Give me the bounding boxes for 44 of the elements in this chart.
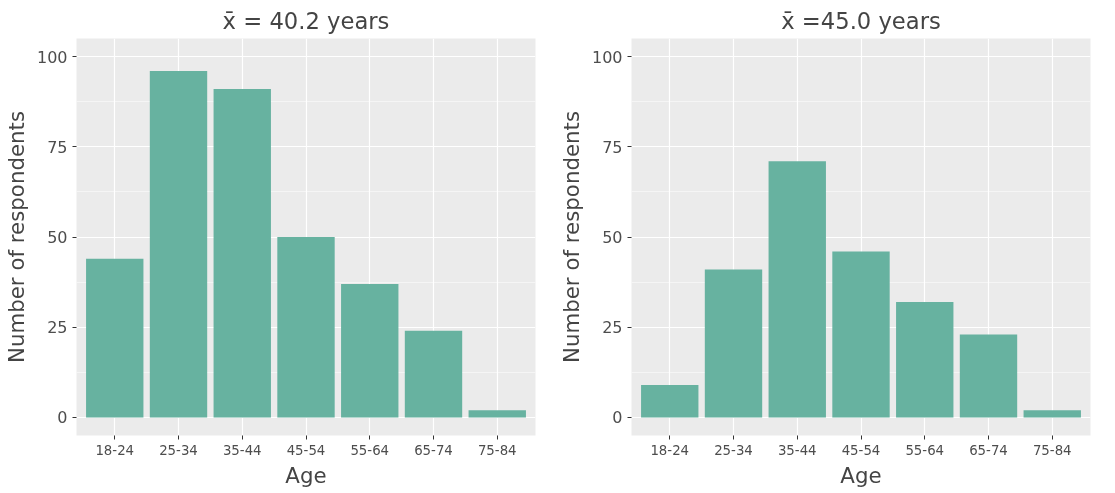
x-tick-label: 45-54 bbox=[841, 442, 881, 458]
bar bbox=[896, 301, 954, 418]
y-tick-label: 100 bbox=[591, 47, 623, 67]
bar bbox=[404, 330, 463, 418]
bar bbox=[641, 384, 699, 418]
x-axis-title: Age bbox=[840, 462, 882, 488]
x-tick-label: 35-44 bbox=[222, 442, 262, 458]
x-axis-title: Age bbox=[285, 462, 327, 488]
x-tick-label: 25-34 bbox=[159, 442, 198, 458]
x-tick-label: 18-24 bbox=[650, 442, 690, 458]
bar bbox=[832, 251, 890, 418]
bar bbox=[341, 283, 399, 418]
bar bbox=[277, 237, 335, 418]
y-tick-label: 75 bbox=[602, 137, 623, 157]
y-tick-label: 25 bbox=[602, 318, 623, 338]
y-tick-label: 25 bbox=[47, 318, 68, 338]
x-tick-label: 75-84 bbox=[1032, 442, 1072, 458]
x-tick-label: 55-64 bbox=[350, 442, 390, 458]
bar bbox=[959, 334, 1018, 418]
x-tick-label: 25-34 bbox=[714, 442, 753, 458]
bar bbox=[1023, 410, 1081, 418]
bar bbox=[86, 258, 144, 418]
y-axis-title: Number of respondents bbox=[558, 110, 584, 364]
y-tick-label: 50 bbox=[47, 228, 68, 247]
chart-title: x̄ = 40.2 years bbox=[222, 7, 390, 34]
x-tick-label: 35-44 bbox=[777, 442, 817, 458]
chart-title: x̄ =45.0 years bbox=[781, 7, 941, 34]
x-tick-label: 65-74 bbox=[969, 442, 1008, 458]
x-tick-label: 75-84 bbox=[477, 442, 517, 458]
bar bbox=[468, 410, 526, 418]
bar bbox=[213, 89, 271, 418]
bar bbox=[768, 161, 826, 418]
y-tick-label: 50 bbox=[602, 228, 623, 247]
y-tick-label: 75 bbox=[47, 137, 68, 157]
y-tick-label: 0 bbox=[612, 408, 623, 428]
x-tick-label: 18-24 bbox=[95, 442, 135, 458]
y-tick-label: 100 bbox=[36, 47, 68, 67]
x-tick-label: 65-74 bbox=[414, 442, 453, 458]
y-tick-label: 0 bbox=[57, 408, 68, 428]
x-tick-label: 55-64 bbox=[905, 442, 945, 458]
bar bbox=[149, 70, 208, 418]
y-axis-title: Number of respondents bbox=[3, 110, 29, 364]
bar bbox=[704, 269, 763, 418]
x-tick-label: 45-54 bbox=[286, 442, 326, 458]
